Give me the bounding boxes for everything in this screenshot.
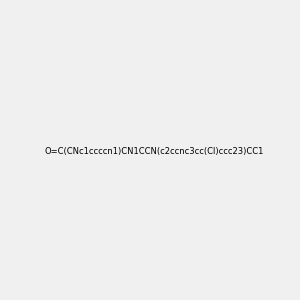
Text: O=C(CNc1ccccn1)CN1CCN(c2ccnc3cc(Cl)ccc23)CC1: O=C(CNc1ccccn1)CN1CCN(c2ccnc3cc(Cl)ccc23… xyxy=(44,147,263,156)
